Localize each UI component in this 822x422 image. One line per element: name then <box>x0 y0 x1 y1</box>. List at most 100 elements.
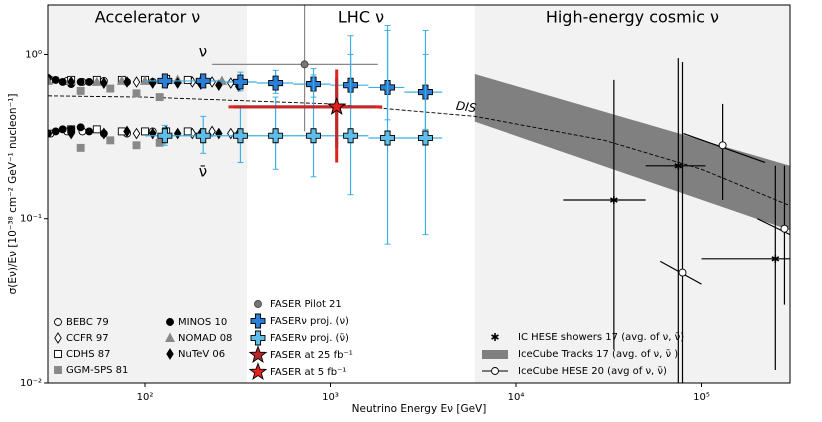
marker <box>76 86 85 95</box>
y-tick-label: 10⁻¹ <box>20 214 42 225</box>
marker <box>100 127 108 140</box>
legend-item: IC HESE showers 17 (avg. of ν, ν̄) <box>491 332 684 343</box>
legend-item: FASER Pilot 21 <box>254 299 342 310</box>
legend-item: GGM-SPS 81 <box>54 365 128 376</box>
legend-label: IceCube Tracks 17 (avg. of ν, ν̄ ) <box>518 349 678 360</box>
marker <box>132 141 141 150</box>
legend-item: CCFR 97 <box>54 332 109 344</box>
legend-item: FASERν proj. (ν̄) <box>250 330 349 346</box>
band <box>474 74 790 231</box>
legend-item: FASERν proj. (ν) <box>250 313 349 329</box>
marker <box>54 332 62 344</box>
legend-label: FASER Pilot 21 <box>270 299 342 310</box>
curve-label: DIS <box>455 99 478 116</box>
marker <box>268 75 284 91</box>
marker <box>100 77 108 89</box>
region-label: Accelerator ν <box>95 8 201 27</box>
y-tick-label: 10⁻² <box>20 378 42 389</box>
legend-item: NOMAD 08 <box>165 332 232 344</box>
legend-label: NOMAD 08 <box>178 333 232 344</box>
dis-curve <box>48 95 790 207</box>
legend-item: IceCube Tracks 17 (avg. of ν, ν̄ ) <box>482 349 678 360</box>
marker <box>232 74 248 90</box>
marker <box>195 73 211 89</box>
marker <box>674 161 683 170</box>
marker <box>183 75 192 84</box>
marker <box>157 73 173 89</box>
marker <box>155 93 164 102</box>
marker <box>173 127 182 140</box>
marker <box>250 313 266 329</box>
marker <box>491 333 499 341</box>
x-tick-label: 10³ <box>322 392 339 403</box>
marker <box>54 366 62 374</box>
marker <box>132 89 141 98</box>
x-tick-label: 10⁴ <box>508 392 525 403</box>
legend-item: FASER at 25 fb⁻¹ <box>248 345 353 363</box>
marker <box>132 127 141 140</box>
region-shade <box>48 5 248 383</box>
x-tick-label: 10⁵ <box>693 392 710 403</box>
marker <box>183 127 192 136</box>
marker <box>157 128 173 144</box>
legend-item: MINOS 10 <box>166 317 227 328</box>
marker <box>76 143 85 152</box>
plot-area <box>48 5 790 383</box>
marker <box>306 128 321 144</box>
legend-swatch <box>482 350 508 359</box>
marker <box>165 332 175 342</box>
marker <box>343 128 359 144</box>
marker <box>123 125 131 138</box>
marker <box>610 196 618 205</box>
legend-label: FASER at 25 fb⁻¹ <box>270 350 353 361</box>
marker <box>268 128 284 144</box>
legend-label: FASERν proj. (ν̄) <box>270 333 349 344</box>
legend-label: CDHS 87 <box>66 349 110 360</box>
marker <box>67 76 75 88</box>
marker <box>132 76 141 88</box>
annotation: ν̄ <box>199 163 207 181</box>
marker <box>718 141 727 150</box>
marker <box>58 78 67 86</box>
annotation: ν <box>199 43 207 61</box>
region-label: High-energy cosmic ν <box>546 8 719 27</box>
marker <box>48 129 52 138</box>
marker <box>254 300 262 308</box>
marker <box>166 318 174 326</box>
marker <box>54 318 62 326</box>
marker <box>780 224 789 233</box>
marker <box>106 84 115 93</box>
marker <box>48 75 53 85</box>
marker <box>232 128 248 144</box>
marker <box>51 75 60 84</box>
marker <box>58 125 67 134</box>
legend-label: GGM-SPS 81 <box>66 365 128 376</box>
marker <box>85 78 94 86</box>
legend-label: IceCube HESE 20 (avg of ν, ν̄) <box>518 366 667 377</box>
marker <box>195 128 211 144</box>
region-label: LHC ν <box>338 8 384 27</box>
x-tick-label: 10² <box>137 392 154 403</box>
legend-item: FASER at 5 fb⁻¹ <box>248 362 346 380</box>
marker <box>491 367 499 375</box>
legend-label: FASERν proj. (ν) <box>270 316 349 327</box>
marker <box>248 362 268 380</box>
marker <box>678 268 687 277</box>
legend-item: CDHS 87 <box>54 349 110 360</box>
marker <box>141 127 149 136</box>
marker <box>250 330 266 346</box>
legend-label: FASER at 5 fb⁻¹ <box>270 367 346 378</box>
legend-label: BEBC 79 <box>66 317 109 328</box>
legend-label: NuTeV 06 <box>178 349 225 360</box>
marker <box>166 348 174 360</box>
marker <box>771 254 780 263</box>
x-axis-label: Neutrino Energy Eν [GeV] <box>352 403 487 415</box>
marker <box>91 76 102 86</box>
y-tick-label: 10⁰ <box>25 49 42 60</box>
marker <box>67 127 75 140</box>
y-axis-label: σ(Eν)/Eν [10⁻³⁸ cm⁻² GeV⁻¹ nucleon⁻¹] <box>7 94 19 295</box>
legend-label: MINOS 10 <box>178 317 227 328</box>
marker <box>106 136 115 145</box>
marker <box>380 130 395 146</box>
